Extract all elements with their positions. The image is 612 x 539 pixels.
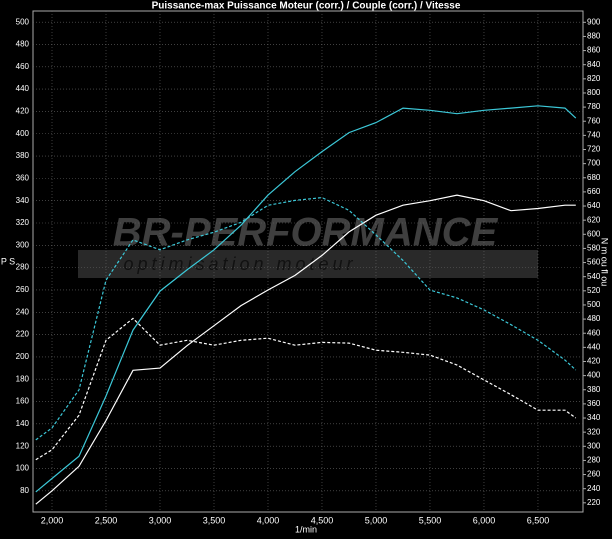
y-tick-label: 220 [16, 330, 30, 339]
y-tick-label: 500 [16, 17, 30, 26]
y2-tick-label: 320 [587, 427, 601, 436]
watermark: BR-PERFORMANCE [113, 211, 499, 255]
y-tick-label: 120 [16, 441, 30, 450]
y2-tick-label: 880 [587, 32, 601, 41]
x-tick-label: 5,500 [419, 515, 442, 525]
y-tick-label: 100 [16, 464, 30, 473]
y-tick-label: 180 [16, 374, 30, 383]
y-tick-label: 200 [16, 352, 30, 361]
y-tick-label: 240 [16, 307, 30, 316]
y-tick-label: 280 [16, 263, 30, 272]
y2-tick-label: 280 [587, 456, 601, 465]
x-tick-label: 3,500 [203, 515, 226, 525]
y-tick-label: 300 [16, 240, 30, 249]
y2-tick-label: 680 [587, 173, 601, 182]
watermark-subtitle: optimisation moteur [123, 254, 356, 274]
y-tick-label: 440 [16, 84, 30, 93]
y2-tick-label: 840 [587, 60, 601, 69]
y-tick-label: 420 [16, 107, 30, 116]
y-tick-label: 400 [16, 129, 30, 138]
y2-tick-label: 260 [587, 470, 601, 479]
y2-tick-label: 900 [587, 17, 601, 26]
y2-tick-label: 460 [587, 328, 601, 337]
line-series [35, 105, 577, 493]
y2-tick-label: 700 [587, 159, 601, 168]
y-tick-label: 260 [16, 285, 30, 294]
line-series [35, 317, 577, 461]
y2-tick-label: 740 [587, 130, 601, 139]
x-tick-label: 2,000 [41, 515, 64, 525]
y2-tick-label: 640 [587, 201, 601, 210]
y2-tick-label: 400 [587, 371, 601, 380]
y2-tick-label: 860 [587, 46, 601, 55]
y2-tick-label: 560 [587, 258, 601, 267]
y2-tick-label: 760 [587, 116, 601, 125]
y-tick-label: 360 [16, 173, 30, 182]
y2-tick-label: 220 [587, 498, 601, 507]
x-tick-label: 3,000 [149, 515, 172, 525]
x-tick-label: 6,000 [473, 515, 496, 525]
y2-tick-label: 440 [587, 342, 601, 351]
x-tick-label: 4,500 [311, 515, 334, 525]
y-tick-label: 380 [16, 151, 30, 160]
y2-tick-label: 820 [587, 74, 601, 83]
x-tick-label: 2,500 [95, 515, 118, 525]
y2-tick-label: 380 [587, 385, 601, 394]
chart-title: Puissance-max Puissance Moteur (corr.) /… [152, 1, 461, 12]
y2-tick-label: 780 [587, 102, 601, 111]
x-tick-label: 4,000 [257, 515, 280, 525]
y-axis-label: P S [1, 256, 15, 266]
x-tick-label: 5,000 [365, 515, 388, 525]
y2-tick-label: 520 [587, 286, 601, 295]
line-series [35, 196, 577, 441]
y2-tick-label: 720 [587, 145, 601, 154]
y2-tick-label: 300 [587, 441, 601, 450]
y2-tick-label: 660 [587, 187, 601, 196]
watermark-band [78, 250, 538, 278]
y2-tick-label: 540 [587, 272, 601, 281]
x-tick-label: 6,500 [527, 515, 550, 525]
y-tick-label: 160 [16, 397, 30, 406]
y2-tick-label: 480 [587, 314, 601, 323]
y2-tick-label: 580 [587, 244, 601, 253]
y-tick-label: 140 [16, 419, 30, 428]
y-tick-label: 80 [20, 486, 29, 495]
y2-tick-label: 800 [587, 88, 601, 97]
y2-axis-label: N m ou fl ou [600, 238, 610, 287]
y-tick-label: 460 [16, 62, 30, 71]
y2-tick-label: 500 [587, 300, 601, 309]
y2-tick-label: 360 [587, 399, 601, 408]
y-tick-label: 480 [16, 40, 30, 49]
y2-tick-label: 420 [587, 357, 601, 366]
y-tick-label: 340 [16, 196, 30, 205]
y2-tick-label: 340 [587, 413, 601, 422]
y2-tick-label: 240 [587, 484, 601, 493]
y2-tick-label: 600 [587, 229, 601, 238]
x-axis-label: 1/min [295, 524, 317, 534]
y2-tick-label: 620 [587, 215, 601, 224]
y-tick-label: 320 [16, 218, 30, 227]
line-series [35, 194, 576, 505]
